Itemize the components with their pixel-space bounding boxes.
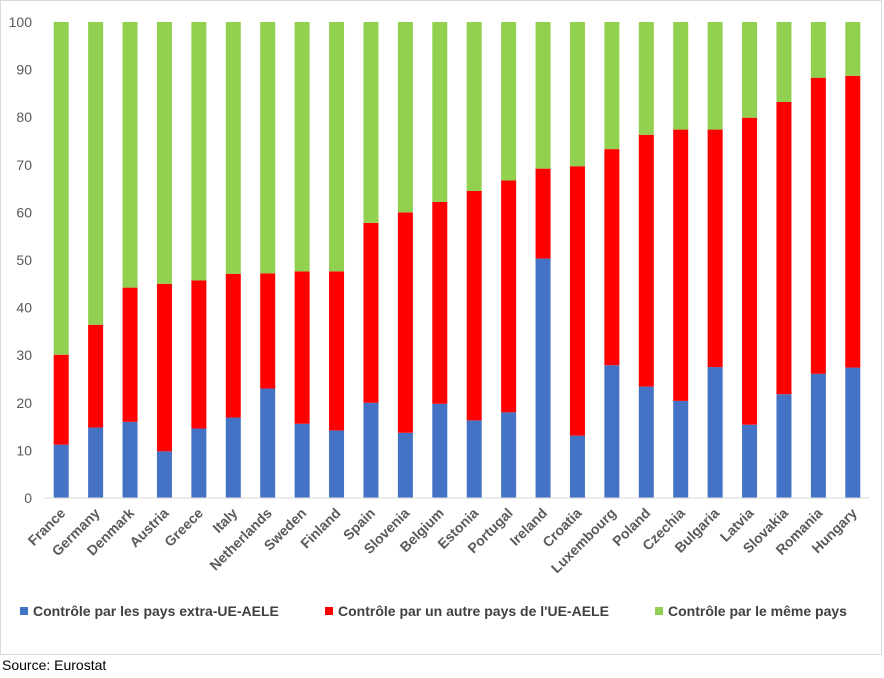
bar-segment-3 <box>88 22 104 325</box>
y-tick-label: 0 <box>24 490 32 506</box>
bar-segment-1 <box>638 386 654 498</box>
bar-segment-3 <box>742 22 758 118</box>
bar-segment-2 <box>466 190 482 421</box>
y-tick-label: 100 <box>9 14 33 30</box>
bar-segment-2 <box>707 129 723 368</box>
y-tick-label: 20 <box>16 395 32 411</box>
bar-segment-1 <box>260 388 276 498</box>
bar-segment-3 <box>397 22 413 213</box>
bar-segment-3 <box>122 22 138 288</box>
bar-segment-1 <box>122 421 138 498</box>
bar-segment-3 <box>329 22 345 272</box>
y-tick-label: 50 <box>16 252 32 268</box>
bar-segment-1 <box>88 427 104 498</box>
y-tick-label: 70 <box>16 157 32 173</box>
bar-segment-1 <box>432 403 448 498</box>
bar-segment-2 <box>673 129 689 401</box>
legend-swatch <box>655 607 663 615</box>
bar-segment-3 <box>810 22 826 78</box>
bar-segment-1 <box>294 423 310 498</box>
bar-segment-1 <box>397 432 413 498</box>
bar-segment-3 <box>707 22 723 130</box>
legend-swatch <box>325 607 333 615</box>
bar-segment-2 <box>604 149 620 366</box>
bar-segment-2 <box>845 75 861 368</box>
bar-segment-2 <box>776 101 792 395</box>
bar-segment-3 <box>432 22 448 202</box>
bar-segment-1 <box>604 365 620 498</box>
bar-segment-2 <box>122 287 138 422</box>
bar-segment-3 <box>191 22 207 281</box>
y-tick-label: 40 <box>16 300 32 316</box>
bar-segment-3 <box>845 22 861 76</box>
bar-segment-3 <box>776 22 792 102</box>
y-tick-label: 30 <box>16 347 32 363</box>
bar-segment-3 <box>363 22 379 223</box>
legend-label: Contrôle par le même pays <box>668 603 847 619</box>
bar-segment-3 <box>501 22 517 181</box>
legend-label: Contrôle par les pays extra-UE-AELE <box>33 603 279 619</box>
bar-segment-2 <box>397 212 413 433</box>
bar-segment-1 <box>225 417 241 498</box>
bar-segment-1 <box>569 435 585 498</box>
legend: Contrôle par les pays extra-UE-AELE Contr… <box>20 603 847 619</box>
bar-segment-3 <box>638 22 654 135</box>
bar-segment-2 <box>329 271 345 431</box>
x-tick-label: Greece <box>161 505 206 550</box>
bar-segment-2 <box>88 324 104 428</box>
bar-segment-3 <box>260 22 276 274</box>
bar-segment-1 <box>707 367 723 498</box>
bar-segment-2 <box>501 180 517 413</box>
bar-segment-1 <box>810 373 826 498</box>
legend-label: Contrôle par un autre pays de l'UE-AELE <box>338 603 609 619</box>
bar-segment-2 <box>363 222 379 403</box>
bar-segment-1 <box>156 451 172 498</box>
bar-segment-1 <box>53 444 69 498</box>
bar-segment-1 <box>742 424 758 498</box>
bar-segment-2 <box>810 77 826 374</box>
bar-segment-3 <box>53 22 69 355</box>
bar-segment-3 <box>569 22 585 167</box>
y-tick-label: 60 <box>16 204 32 220</box>
bar-segment-1 <box>845 367 861 498</box>
bar-segment-2 <box>225 273 241 418</box>
bar-segment-2 <box>294 271 310 424</box>
bar-segment-2 <box>191 280 207 429</box>
bar-segment-2 <box>53 354 69 445</box>
stacked-bar-chart: 0 10 20 30 40 50 60 70 80 90 100 FranceGermanyDenm… <box>9 14 870 619</box>
bar-segment-1 <box>191 428 207 498</box>
bars <box>53 22 861 498</box>
bar-segment-2 <box>742 117 758 425</box>
bar-segment-3 <box>604 22 620 150</box>
bar-segment-3 <box>673 22 689 130</box>
bar-segment-1 <box>776 394 792 498</box>
y-tick-label: 80 <box>16 109 32 125</box>
bar-segment-2 <box>432 201 448 404</box>
bar-segment-3 <box>535 22 551 169</box>
bar-segment-1 <box>466 420 482 498</box>
bar-segment-3 <box>156 22 172 284</box>
y-tick-label: 10 <box>16 442 32 458</box>
bar-segment-2 <box>156 283 172 452</box>
y-tick-label: 90 <box>16 62 32 78</box>
bar-segment-2 <box>260 273 276 389</box>
y-axis: 0 10 20 30 40 50 60 70 80 90 100 <box>9 14 33 506</box>
bar-segment-3 <box>466 22 482 191</box>
legend-swatch <box>20 607 28 615</box>
bar-segment-2 <box>638 134 654 387</box>
bar-segment-2 <box>569 166 585 436</box>
source-note: Source: Eurostat <box>2 657 107 673</box>
bar-segment-2 <box>535 168 551 259</box>
bar-segment-3 <box>294 22 310 272</box>
bar-segment-1 <box>501 412 517 498</box>
bar-segment-3 <box>225 22 241 274</box>
bar-segment-1 <box>363 402 379 498</box>
bar-segment-1 <box>535 258 551 498</box>
bar-segment-1 <box>673 400 689 498</box>
bar-segment-1 <box>329 430 345 498</box>
